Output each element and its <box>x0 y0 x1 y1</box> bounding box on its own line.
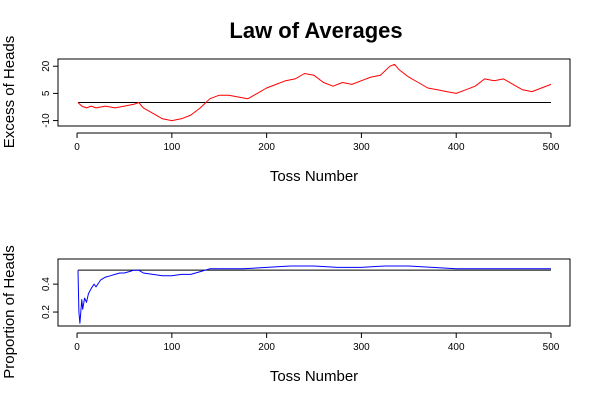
series-line <box>77 63 552 122</box>
chart-title: Law of Averages <box>229 18 402 43</box>
y-tick-label: 20 <box>41 60 52 72</box>
y-axis-title: Excess of Heads <box>1 36 18 149</box>
excess-of-heads-panel: Excess of Heads Toss Number 0 100 200 300 40… <box>1 36 571 185</box>
y-tick-label: -10 <box>41 113 52 128</box>
x-tick-label: 100 <box>163 142 180 153</box>
x-tick-label: 400 <box>448 342 465 353</box>
x-tick-label: 200 <box>258 342 275 353</box>
x-tick-label: 400 <box>448 142 465 153</box>
x-tick-label: 0 <box>74 142 80 153</box>
x-tick-label: 500 <box>543 342 560 353</box>
x-tick-label: 300 <box>353 142 370 153</box>
plot-frame <box>57 58 571 127</box>
y-axis-title: Proportion of Heads <box>1 245 18 378</box>
y-tick-label: 0.4 <box>41 277 52 291</box>
x-axis-title: Toss Number <box>270 368 358 385</box>
x-axis-title: Toss Number <box>270 168 358 185</box>
x-tick-label: 500 <box>543 142 560 153</box>
y-tick-label: 5 <box>41 90 52 96</box>
x-tick-label: 200 <box>258 142 275 153</box>
x-tick-label: 300 <box>353 342 370 353</box>
series-line <box>77 265 551 324</box>
proportion-of-heads-panel: Proportion of Heads Toss Number 0 100 200 3… <box>1 245 571 385</box>
x-tick-label: 0 <box>74 342 80 353</box>
x-tick-label: 100 <box>163 342 180 353</box>
y-tick-label: 0.2 <box>41 305 52 319</box>
